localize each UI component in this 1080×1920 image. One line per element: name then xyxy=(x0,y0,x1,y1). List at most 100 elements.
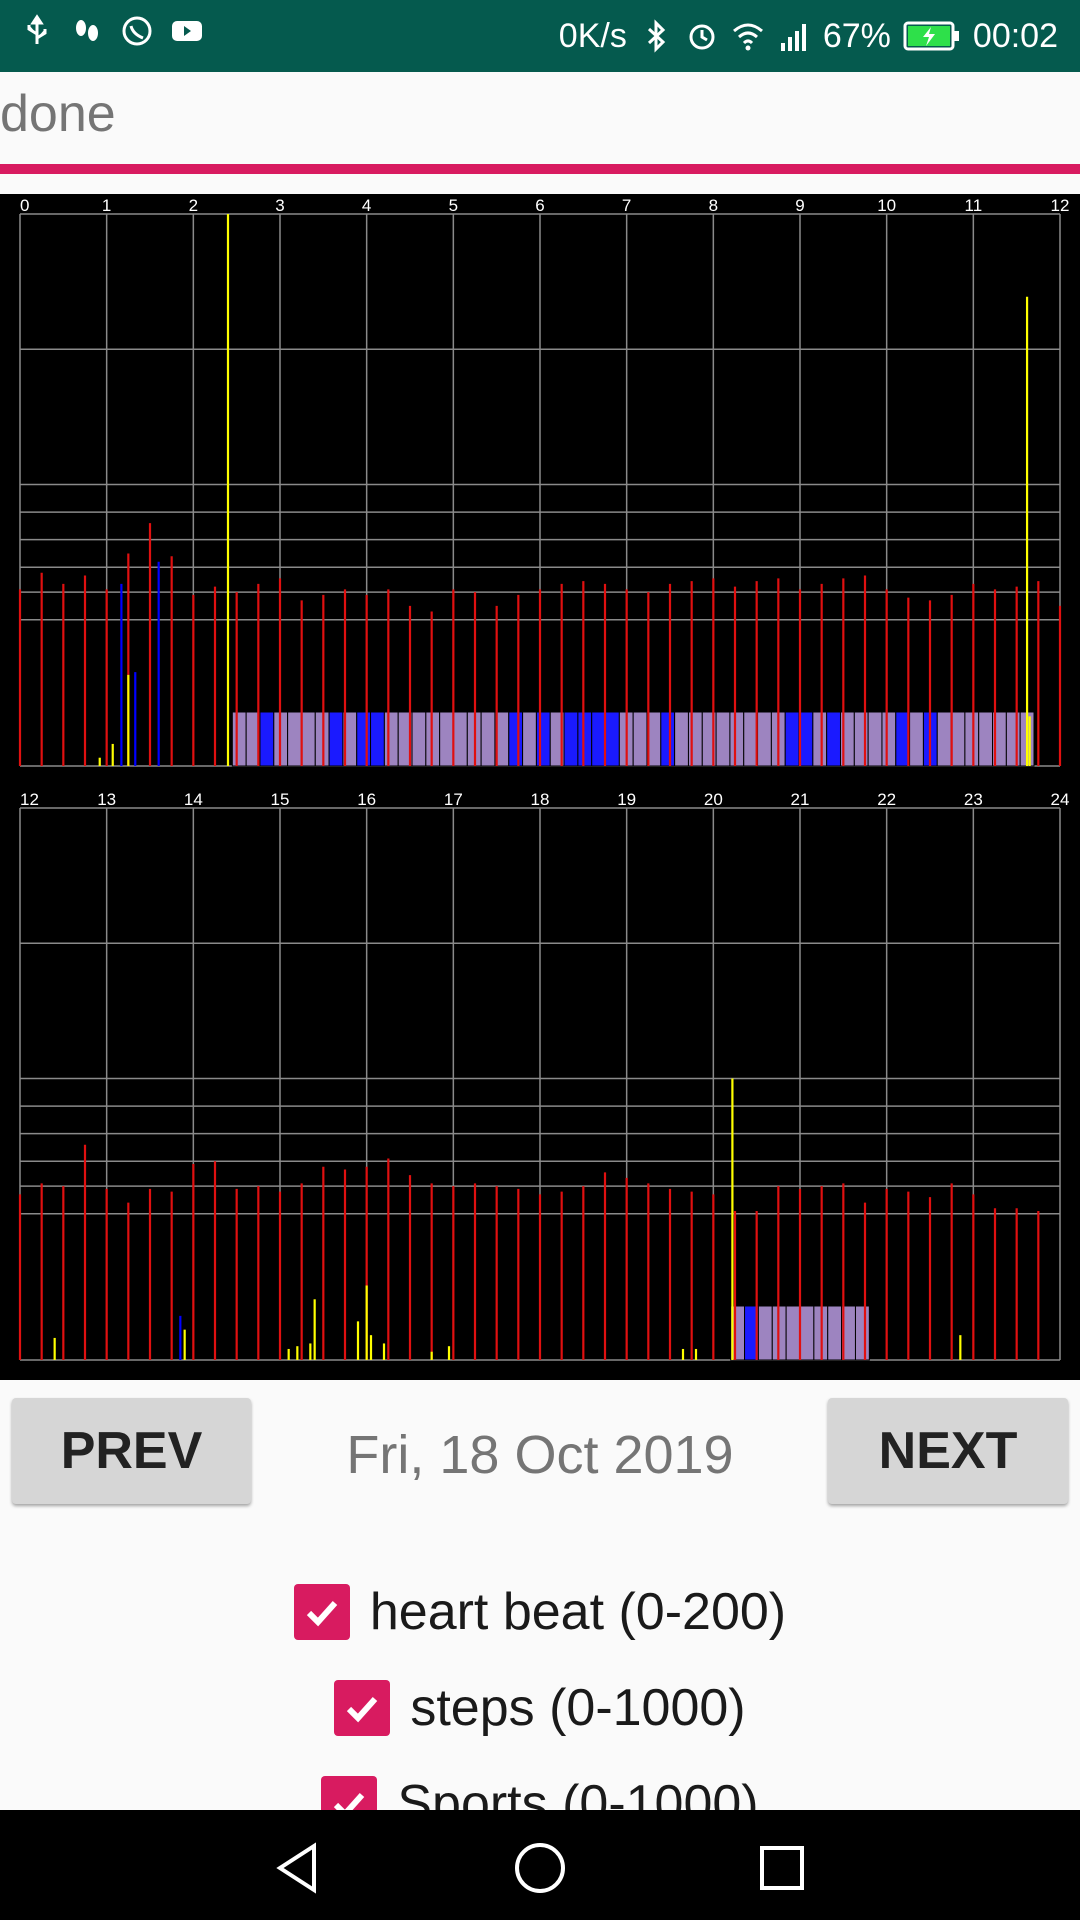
x-tick-label: 17 xyxy=(444,790,463,809)
activity-block xyxy=(370,711,385,767)
activity-block xyxy=(784,711,800,767)
next-button[interactable]: NEXT xyxy=(828,1398,1068,1504)
activity-block xyxy=(757,1305,773,1361)
prev-button[interactable]: PREV xyxy=(12,1398,251,1504)
x-tick-label: 9 xyxy=(795,196,804,215)
heart-beat-option[interactable]: heart beat (0-200) xyxy=(0,1572,1080,1652)
clock: 00:02 xyxy=(972,16,1058,55)
activity-block xyxy=(950,711,966,767)
navigation-bar xyxy=(0,1810,1080,1920)
battery-charging-icon xyxy=(903,21,959,51)
x-tick-label: 6 xyxy=(535,196,544,215)
page-title: done xyxy=(0,85,116,143)
activity-block xyxy=(881,711,897,767)
title-underline xyxy=(0,164,1080,174)
heart-beat-label: heart beat (0-200) xyxy=(369,1583,787,1641)
x-tick-label: 21 xyxy=(791,790,810,809)
activity-block xyxy=(715,711,731,767)
x-tick-label: 13 xyxy=(97,790,116,809)
daily-activity-chart: 0 1 2 3 4 5 6 7 8 9 10 11 12 12 13 14 15 16 17 18 19 20 21 22 23… xyxy=(0,194,1080,1380)
activity-block xyxy=(356,711,372,767)
check-icon xyxy=(306,1600,338,1627)
activity-block xyxy=(480,711,496,767)
activity-block xyxy=(799,1305,815,1361)
activity-block xyxy=(909,711,924,767)
controls-panel: PREV Fri, 18 Oct 2019 NEXT heart beat (0… xyxy=(0,1380,1080,1833)
activity-block xyxy=(287,711,302,767)
activity-block xyxy=(452,711,468,767)
activity-block xyxy=(411,711,427,767)
activity-block xyxy=(259,711,275,767)
activity-block xyxy=(383,711,399,767)
activity-block xyxy=(508,711,524,767)
activity-block xyxy=(300,711,316,767)
activity-block xyxy=(328,711,344,767)
x-tick-label: 3 xyxy=(275,196,284,215)
x-tick-label: 0 xyxy=(20,196,29,215)
check-icon xyxy=(347,1696,378,1723)
activity-block xyxy=(743,711,759,767)
activity-block xyxy=(729,711,745,767)
status-right: 0K/s 67% 00:02 xyxy=(559,0,1058,72)
x-tick-label: 1 xyxy=(102,196,111,215)
activity-block xyxy=(978,711,994,767)
steps-checkbox[interactable] xyxy=(334,1680,391,1736)
back-icon[interactable] xyxy=(270,1840,326,1896)
activity-block xyxy=(674,711,689,767)
activity-block xyxy=(563,711,579,767)
bluetooth-icon xyxy=(647,19,666,53)
steps-option[interactable]: steps (0-1000) xyxy=(0,1668,1080,1748)
x-tick-label: 12 xyxy=(1051,196,1070,215)
activity-block xyxy=(439,711,454,767)
alarm-icon xyxy=(689,24,715,50)
activity-block xyxy=(826,711,841,767)
activity-block xyxy=(827,1305,843,1361)
x-tick-label: 4 xyxy=(362,196,371,215)
x-tick-label: 12 xyxy=(20,790,39,809)
activity-block xyxy=(812,711,828,767)
activity-block xyxy=(605,711,620,767)
activity-block xyxy=(660,711,676,767)
signal-icon xyxy=(780,24,806,51)
whatsapp-icon xyxy=(122,16,152,46)
activity-block xyxy=(785,1305,801,1361)
x-tick-label: 14 xyxy=(184,790,203,809)
status-bar: 0K/s 67% 00:02 xyxy=(0,0,1080,72)
activity-block xyxy=(798,711,814,767)
activity-block xyxy=(522,711,537,767)
x-tick-label: 5 xyxy=(449,196,458,215)
recents-icon[interactable] xyxy=(754,1840,810,1896)
activity-block xyxy=(231,711,247,767)
wifi-icon xyxy=(732,23,763,51)
activity-block xyxy=(314,711,330,767)
x-tick-label: 16 xyxy=(357,790,376,809)
current-date: Fri, 18 Oct 2019 xyxy=(346,1425,734,1485)
home-icon[interactable] xyxy=(512,1840,568,1896)
x-tick-label: 7 xyxy=(622,196,631,215)
footsteps-icon xyxy=(76,20,98,41)
x-tick-label: 23 xyxy=(964,790,983,809)
youtube-icon xyxy=(172,21,202,41)
heart-beat-checkbox[interactable] xyxy=(293,1584,350,1640)
activity-block xyxy=(577,711,593,767)
x-tick-label: 18 xyxy=(531,790,550,809)
x-tick-label: 10 xyxy=(877,196,896,215)
battery-percent: 67% xyxy=(822,16,891,55)
activity-block xyxy=(854,1305,870,1361)
x-tick-label: 20 xyxy=(704,790,723,809)
activity-block xyxy=(867,711,883,767)
activity-block xyxy=(757,711,772,767)
activity-block xyxy=(936,711,952,767)
x-tick-label: 15 xyxy=(271,790,290,809)
status-left-icons xyxy=(20,14,204,48)
activity-block xyxy=(632,711,648,767)
network-speed: 0K/s xyxy=(558,16,627,55)
activity-block xyxy=(1005,711,1021,767)
title-bar: done xyxy=(0,72,1080,174)
x-tick-label: 22 xyxy=(877,790,896,809)
activity-block xyxy=(535,711,551,767)
usb-icon xyxy=(27,14,47,44)
activity-block xyxy=(687,711,703,767)
x-tick-label: 19 xyxy=(617,790,636,809)
